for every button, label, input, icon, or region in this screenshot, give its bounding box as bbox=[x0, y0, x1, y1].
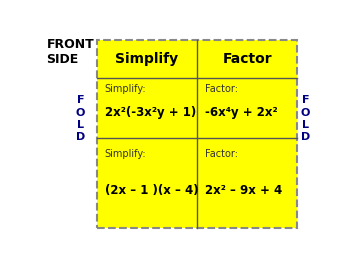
Text: D: D bbox=[301, 132, 310, 142]
Text: 2x² – 9x + 4: 2x² – 9x + 4 bbox=[205, 184, 282, 197]
Text: D: D bbox=[76, 132, 85, 142]
Text: O: O bbox=[301, 108, 310, 118]
Text: -6x⁴y + 2x²: -6x⁴y + 2x² bbox=[205, 106, 278, 119]
Text: Simplify:: Simplify: bbox=[105, 84, 146, 94]
Text: Simplify:: Simplify: bbox=[105, 149, 146, 159]
Text: L: L bbox=[302, 120, 309, 130]
Text: O: O bbox=[76, 108, 85, 118]
Bar bbox=[97, 40, 298, 228]
Text: Simplify: Simplify bbox=[115, 52, 178, 66]
Text: FRONT
SIDE: FRONT SIDE bbox=[47, 38, 94, 66]
Text: (2x – 1 )(x – 4): (2x – 1 )(x – 4) bbox=[105, 184, 198, 197]
Text: 2x²(-3x²y + 1): 2x²(-3x²y + 1) bbox=[105, 106, 196, 119]
Text: L: L bbox=[77, 120, 84, 130]
Text: F: F bbox=[302, 95, 309, 105]
Text: F: F bbox=[77, 95, 84, 105]
Text: Factor: Factor bbox=[222, 52, 272, 66]
Text: Factor:: Factor: bbox=[205, 84, 238, 94]
Text: Factor:: Factor: bbox=[205, 149, 238, 159]
